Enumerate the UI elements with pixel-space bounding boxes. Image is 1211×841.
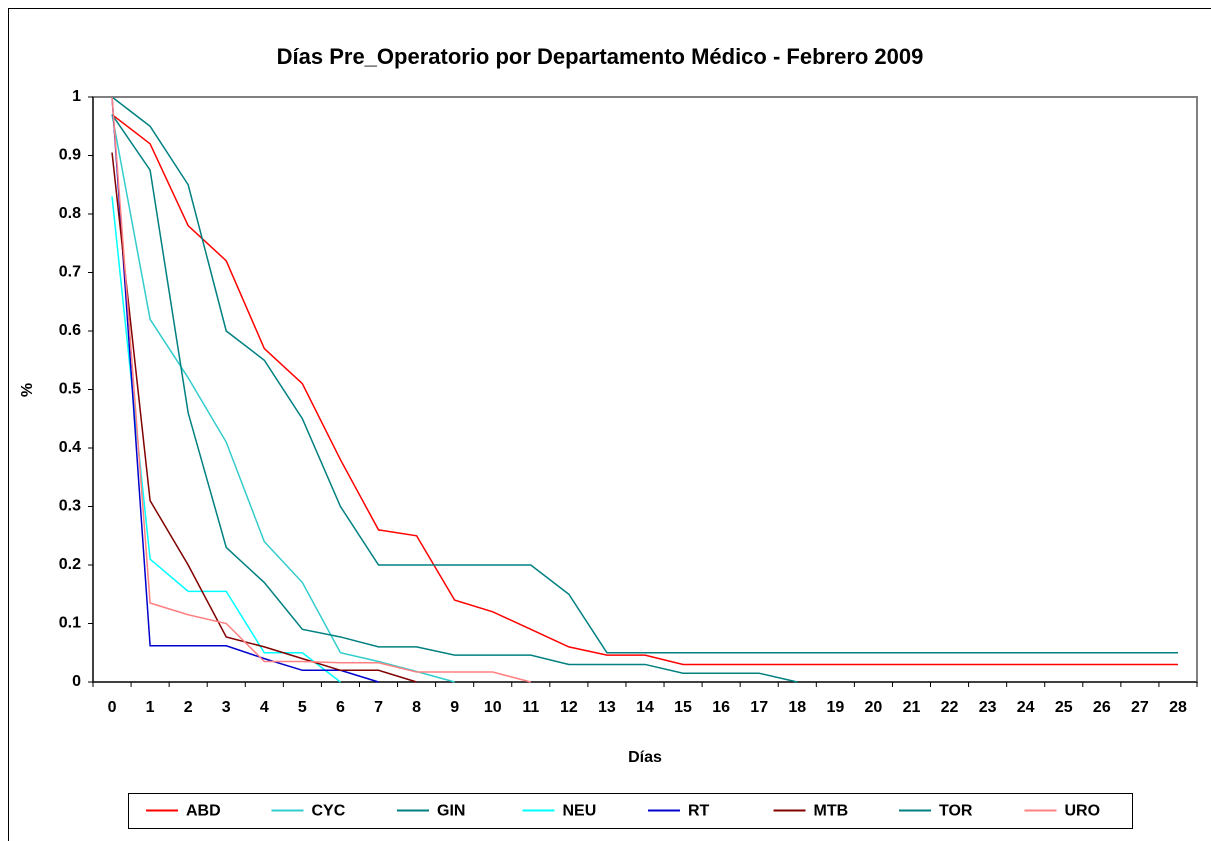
- series-line: [111, 96, 1178, 654]
- x-tick-label: 7: [374, 699, 383, 716]
- y-tick-label: 0: [72, 673, 81, 690]
- legend-label: TOR: [939, 803, 973, 820]
- x-tick-label: 24: [1017, 699, 1035, 716]
- x-tick-label: 0: [108, 699, 117, 716]
- x-tick-label: 23: [979, 699, 997, 716]
- plot-area: [92, 96, 1198, 683]
- y-tick-label: 0.9: [59, 147, 81, 164]
- x-tick-label: 16: [712, 699, 730, 716]
- x-tick-label: 2: [184, 699, 193, 716]
- legend-label: URO: [1065, 803, 1101, 820]
- x-tick-label: 19: [826, 699, 844, 716]
- x-tick-label: 20: [865, 699, 883, 716]
- y-tick-label: 0.7: [59, 264, 81, 281]
- x-tick-label: 14: [636, 699, 654, 716]
- legend-label: CYC: [312, 803, 346, 820]
- y-tick-label: 0.1: [59, 615, 81, 632]
- x-tick-label: 27: [1131, 699, 1149, 716]
- x-tick-label: 21: [903, 699, 921, 716]
- y-tick-label: 0.8: [59, 205, 81, 222]
- x-tick-label: 8: [412, 699, 421, 716]
- x-tick-label: 22: [941, 699, 959, 716]
- x-axis-title: Días: [628, 749, 662, 766]
- series-line: [111, 113, 1178, 666]
- y-tick-label: 0.4: [59, 439, 81, 456]
- chart-title: Días Pre_Operatorio por Departamento Méd…: [277, 44, 924, 69]
- x-tick-label: 13: [598, 699, 616, 716]
- x-tick-label: 17: [750, 699, 768, 716]
- y-tick-label: 0.6: [59, 322, 81, 339]
- x-tick-label: 12: [560, 699, 578, 716]
- x-tick-label: 9: [450, 699, 459, 716]
- x-tick-label: 10: [484, 699, 502, 716]
- legend-label: MTB: [814, 803, 849, 820]
- y-tick-label: 1: [72, 88, 81, 105]
- x-tick-label: 3: [222, 699, 231, 716]
- legend-label: RT: [688, 803, 710, 820]
- x-tick-label: 28: [1169, 699, 1187, 716]
- legend-label: GIN: [437, 803, 465, 820]
- x-tick-label: 4: [260, 699, 269, 716]
- x-tick-label: 15: [674, 699, 692, 716]
- series-line: [111, 114, 798, 683]
- series-line: [111, 114, 455, 683]
- y-tick-label: 0.2: [59, 556, 81, 573]
- x-tick-label: 1: [146, 699, 155, 716]
- series-line: [111, 96, 379, 683]
- x-tick-label: 5: [298, 699, 307, 716]
- series-line: [111, 96, 531, 683]
- x-tick-label: 11: [522, 699, 539, 716]
- y-axis-title: %: [19, 383, 36, 397]
- y-tick-label: 0.5: [59, 381, 81, 398]
- x-tick-label: 18: [788, 699, 806, 716]
- legend-label: NEU: [563, 803, 597, 820]
- y-tick-label: 0.3: [59, 498, 81, 515]
- legend-label: ABD: [186, 803, 221, 820]
- x-tick-label: 25: [1055, 699, 1073, 716]
- series-line: [111, 152, 417, 683]
- x-tick-label: 6: [336, 699, 345, 716]
- x-tick-label: 26: [1093, 699, 1111, 716]
- series-line: [111, 196, 341, 683]
